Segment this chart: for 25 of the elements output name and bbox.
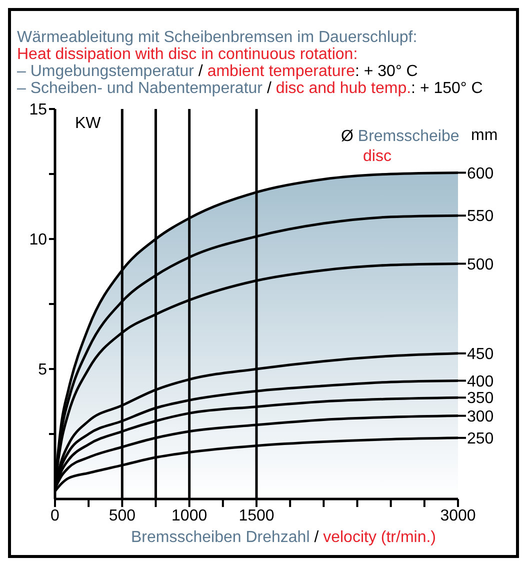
chart-subtitle: Heat dissipation with disc in continuous rotation: (17, 46, 359, 63)
legend-label: 350 (467, 390, 494, 408)
x-tick-label: 0 (50, 507, 60, 524)
legend-label: 550 (467, 208, 494, 226)
y-axis-title: KW (75, 115, 101, 133)
x-tick-label: 1000 (172, 507, 208, 524)
legend-label: 450 (467, 346, 494, 363)
x-tick-label: 500 (108, 507, 136, 524)
annotation: disc (362, 147, 392, 167)
text: mm (471, 127, 498, 145)
legend-title: Ø Bremsscheibe (341, 128, 460, 145)
y-tick-label: 5 (38, 362, 48, 379)
legend-label: 600 (467, 165, 494, 182)
legend-label: 500 (467, 256, 494, 274)
y-tick-label: 15 (29, 102, 48, 119)
legend-label: 400 (467, 373, 494, 390)
y-tick-label: 10 (29, 232, 48, 249)
text: – Scheiben- und Nabentemperatur / disc and hub temp.: + 150° C (17, 80, 483, 97)
x-axis-title: Bremsscheiben Drehzahl / velocity (tr/min.) (131, 529, 436, 546)
x-tick-label: 1500 (238, 507, 274, 524)
text: – Umgebungstemperatur / ambient temperature: + 30° C (17, 63, 418, 80)
legend-label: 300 (467, 408, 494, 426)
chart-title: Wärmeableitung mit Scheibenbremsen im Dauerschlupf: (17, 29, 418, 46)
legend-label: 250 (467, 430, 494, 448)
x-tick-label: 3000 (440, 507, 476, 524)
